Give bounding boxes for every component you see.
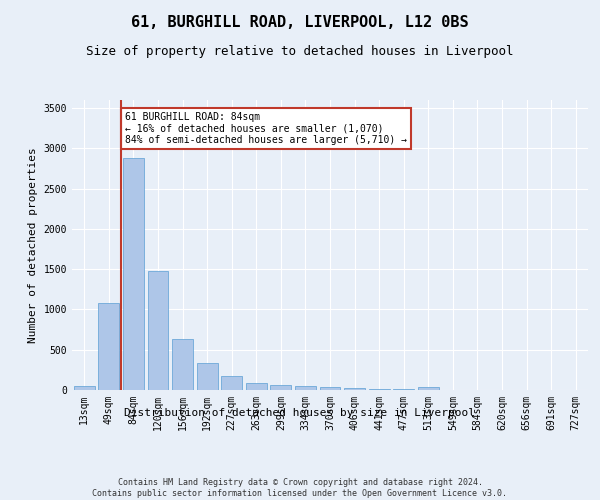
Bar	[344, 388, 365, 390]
Bar	[320, 387, 340, 390]
Bar	[246, 383, 267, 390]
Bar	[418, 387, 439, 390]
Text: Distribution of detached houses by size in Liverpool: Distribution of detached houses by size …	[125, 408, 476, 418]
Bar	[368, 389, 389, 390]
Text: 61 BURGHILL ROAD: 84sqm
← 16% of detached houses are smaller (1,070)
84% of semi: 61 BURGHILL ROAD: 84sqm ← 16% of detache…	[125, 112, 407, 146]
Bar	[197, 362, 218, 390]
Bar	[98, 303, 119, 390]
Bar	[271, 385, 292, 390]
Text: 61, BURGHILL ROAD, LIVERPOOL, L12 0BS: 61, BURGHILL ROAD, LIVERPOOL, L12 0BS	[131, 15, 469, 30]
Bar	[74, 386, 95, 390]
Y-axis label: Number of detached properties: Number of detached properties	[28, 147, 38, 343]
Bar	[172, 339, 193, 390]
Bar	[123, 158, 144, 390]
Text: Contains HM Land Registry data © Crown copyright and database right 2024.
Contai: Contains HM Land Registry data © Crown c…	[92, 478, 508, 498]
Bar	[221, 376, 242, 390]
Bar	[393, 389, 414, 390]
Bar	[148, 271, 169, 390]
Bar	[295, 386, 316, 390]
Text: Size of property relative to detached houses in Liverpool: Size of property relative to detached ho…	[86, 45, 514, 58]
